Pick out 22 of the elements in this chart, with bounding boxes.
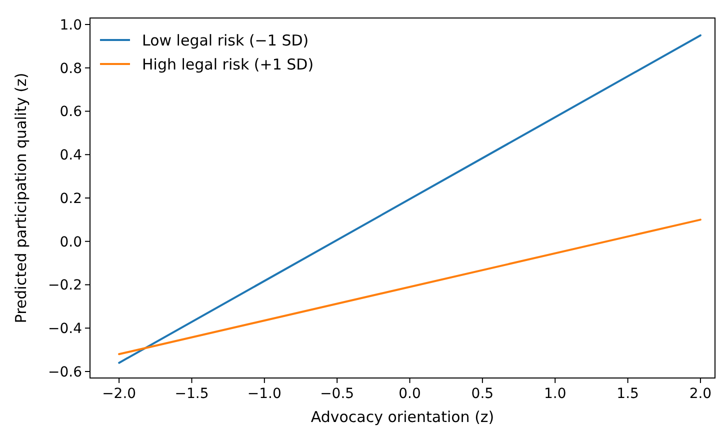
x-tick-label: 2.0 bbox=[689, 386, 712, 402]
y-tick-label: −0.4 bbox=[48, 321, 82, 338]
y-tick-label: 0.2 bbox=[60, 190, 82, 207]
x-tick-label: 0.0 bbox=[398, 386, 421, 402]
legend-label: High legal risk (+1 SD) bbox=[142, 55, 314, 74]
x-tick-label: −1.0 bbox=[247, 386, 282, 402]
legend-label: Low legal risk (−1 SD) bbox=[142, 31, 309, 50]
y-tick-label: −0.2 bbox=[48, 278, 82, 294]
y-tick-label: −0.6 bbox=[48, 364, 82, 380]
x-tick-label: −2.0 bbox=[102, 386, 136, 402]
x-tick-label: −1.5 bbox=[174, 386, 209, 402]
x-axis-title: Advocacy orientation (z) bbox=[310, 408, 494, 426]
y-tick-label: 1.0 bbox=[60, 17, 82, 34]
y-axis-title: Predicted participation quality (z) bbox=[12, 72, 30, 324]
x-tick-label: −0.5 bbox=[320, 386, 354, 402]
x-tick-label: 1.5 bbox=[616, 386, 639, 402]
y-tick-label: 0.8 bbox=[60, 60, 82, 77]
y-tick-label: 0.0 bbox=[60, 234, 82, 250]
y-tick-label: 0.4 bbox=[60, 148, 82, 164]
x-tick-label: 1.0 bbox=[544, 386, 566, 402]
y-tick-label: 0.6 bbox=[60, 104, 82, 120]
x-tick-label: 0.5 bbox=[471, 386, 494, 402]
